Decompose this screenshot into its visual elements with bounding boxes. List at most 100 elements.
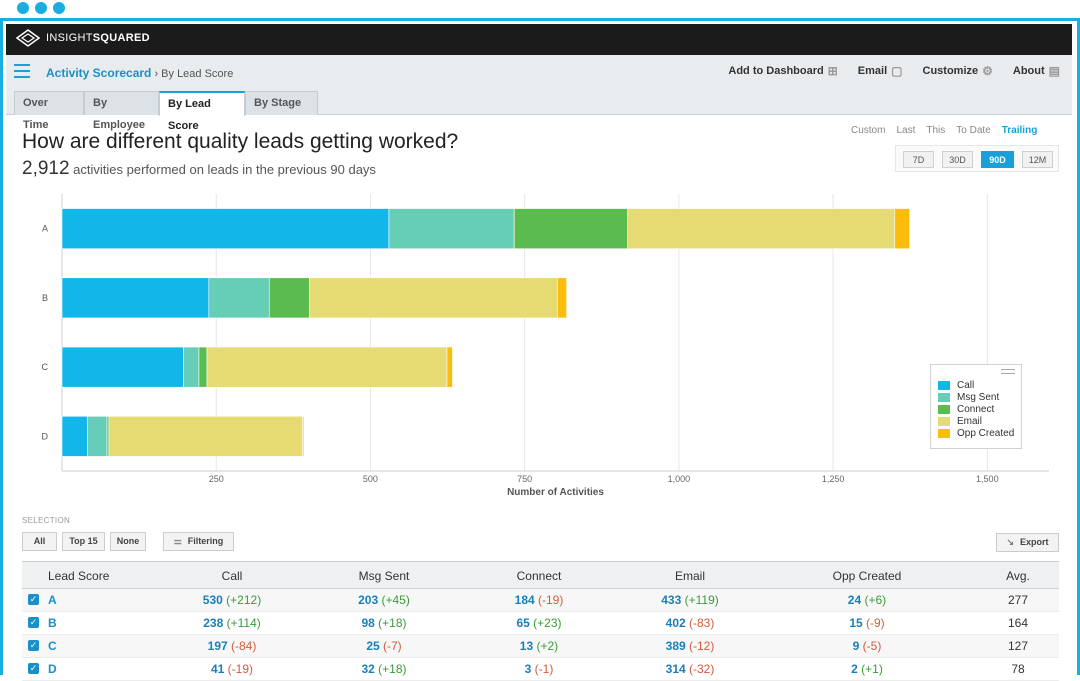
bar-segment-email[interactable]: [627, 208, 896, 250]
bar-segment-call[interactable]: [61, 346, 184, 388]
column-header-lead-score[interactable]: Lead Score: [48, 569, 110, 583]
cell-value[interactable]: 433: [661, 593, 682, 607]
range-mode-trailing[interactable]: Trailing: [1001, 125, 1038, 136]
select-none-button[interactable]: None: [110, 532, 146, 551]
cell-value[interactable]: 32: [361, 662, 375, 676]
bar-segment-call[interactable]: [61, 277, 210, 319]
bar-segment-call[interactable]: [61, 415, 88, 457]
bar-segment-msg-sent[interactable]: [388, 208, 515, 250]
cell-value[interactable]: 314: [665, 662, 686, 676]
cell-value[interactable]: 530: [202, 593, 223, 607]
range-mode-to-date[interactable]: To Date: [956, 125, 991, 136]
select-top-15-button[interactable]: Top 15: [62, 532, 105, 551]
legend-swatch-email: [938, 416, 950, 426]
menu-icon[interactable]: [14, 64, 30, 78]
column-header-call[interactable]: Call: [221, 569, 243, 583]
email-button[interactable]: Email ▢: [858, 64, 903, 78]
tab-by-lead-score[interactable]: By Lead Score: [159, 91, 245, 132]
window-dot-2[interactable]: [35, 2, 47, 14]
range-mode-this[interactable]: This: [926, 125, 946, 136]
bar-segment-opp-created[interactable]: [302, 415, 305, 457]
cell-value[interactable]: 15: [849, 616, 863, 630]
column-header-avg[interactable]: Avg.: [1006, 569, 1030, 583]
bar-segment-msg-sent[interactable]: [86, 415, 108, 457]
cell-value[interactable]: 203: [358, 593, 379, 607]
range-mode-custom[interactable]: Custom: [851, 125, 886, 136]
lead-score-label[interactable]: D: [48, 662, 57, 676]
cell-value[interactable]: 41: [210, 662, 225, 676]
lead-score-label[interactable]: C: [48, 639, 57, 653]
bar-segment-connect[interactable]: [198, 346, 208, 388]
cell-value[interactable]: 389: [665, 639, 686, 653]
cell-value[interactable]: 98: [361, 616, 375, 630]
row-checkbox[interactable]: ✓: [28, 640, 39, 651]
table-row[interactable]: ✓ C 197 (-84) 25 (-7) 13 (+2) 389 (-12) 9 (-5)…: [22, 635, 1059, 658]
cell-value[interactable]: 238: [203, 616, 224, 630]
brand-logo[interactable]: INSIGHTSQUARED: [16, 29, 150, 47]
cell-value[interactable]: 197: [207, 639, 228, 653]
row-checkbox[interactable]: ✓: [28, 663, 39, 674]
customize-button[interactable]: Customize ⚙: [923, 64, 993, 78]
tab-by-stage[interactable]: By Stage: [245, 91, 318, 115]
row-checkbox[interactable]: ✓: [28, 617, 39, 628]
tab-by-employee[interactable]: By Employee: [84, 91, 159, 131]
sub-header: Activity Scorecard › By Lead Score Add t…: [6, 55, 1072, 91]
legend-item-msg-sent[interactable]: Msg Sent: [938, 391, 1021, 403]
legend-drag-handle[interactable]: [1001, 369, 1015, 374]
cell-value[interactable]: 3: [524, 662, 532, 676]
lead-score-label[interactable]: B: [48, 616, 57, 630]
cell-value[interactable]: 2: [851, 662, 858, 676]
bar-segment-msg-sent[interactable]: [208, 277, 270, 319]
x-tick-label: 1,250: [822, 474, 845, 484]
column-header-msg-sent[interactable]: Msg Sent: [358, 569, 410, 583]
table-row[interactable]: ✓ D 41 (-19) 32 (+18) 3 (-1) 314 (-32) 2 (+1) 7…: [22, 658, 1059, 681]
bar-segment-opp-created[interactable]: [894, 208, 910, 250]
breadcrumb-main[interactable]: Activity Scorecard: [46, 66, 152, 80]
cell-value[interactable]: 24: [847, 593, 862, 607]
bar-segment-opp-created[interactable]: [557, 277, 567, 319]
legend-item-opp-created[interactable]: Opp Created: [938, 427, 1021, 439]
bar-segment-email[interactable]: [206, 346, 448, 388]
export-button[interactable]: ↘ Export: [996, 533, 1059, 552]
activity-count: 2,912: [22, 158, 70, 179]
add-to-dashboard-button[interactable]: Add to Dashboard ⊞: [728, 64, 837, 78]
legend-item-email[interactable]: Email: [938, 415, 1021, 427]
lead-score-label[interactable]: A: [48, 593, 57, 607]
bar-segment-email[interactable]: [108, 415, 303, 457]
about-button[interactable]: About ▤: [1013, 64, 1060, 78]
window-dot-3[interactable]: [53, 2, 65, 14]
cell-value[interactable]: 9: [852, 639, 860, 653]
table-row[interactable]: ✓ A 530 (+212) 203 (+45) 184 (-19) 433 (+119)…: [22, 589, 1059, 612]
bar-segment-connect[interactable]: [513, 208, 628, 250]
column-header-opp-created[interactable]: Opp Created: [832, 569, 902, 583]
range-30d-button[interactable]: 30D: [942, 151, 973, 168]
cell-value[interactable]: 184: [514, 593, 535, 607]
range-12m-button[interactable]: 12M: [1022, 151, 1053, 168]
filtering-button[interactable]: ⚌ Filtering: [163, 532, 234, 551]
tab-over-time[interactable]: Over Time: [14, 91, 84, 131]
row-average: 78: [1011, 662, 1025, 676]
range-mode-last[interactable]: Last: [896, 125, 916, 136]
table-row[interactable]: ✓ B 238 (+114) 98 (+18) 65 (+23) 402 (-83) 15 …: [22, 612, 1059, 635]
cell-value[interactable]: 65: [516, 616, 530, 630]
brand-suffix: SQUARED: [92, 32, 150, 44]
table-cell: 25 (-7): [324, 639, 444, 653]
bar-segment-msg-sent[interactable]: [183, 346, 200, 388]
window-dot-1[interactable]: [17, 2, 29, 14]
select-all-button[interactable]: All: [22, 532, 57, 551]
column-header-connect[interactable]: Connect: [516, 569, 562, 583]
bar-segment-opp-created[interactable]: [446, 346, 453, 388]
bar-segment-connect[interactable]: [268, 277, 310, 319]
cell-change: (+212): [226, 593, 262, 607]
column-header-email[interactable]: Email: [674, 569, 705, 583]
cell-value[interactable]: 25: [366, 639, 380, 653]
range-7d-button[interactable]: 7D: [903, 151, 934, 168]
cell-value[interactable]: 402: [665, 616, 686, 630]
bar-segment-email[interactable]: [309, 277, 558, 319]
range-90d-button[interactable]: 90D: [981, 151, 1014, 168]
bar-segment-call[interactable]: [61, 208, 390, 250]
row-checkbox[interactable]: ✓: [28, 594, 39, 605]
cell-value[interactable]: 13: [519, 639, 534, 653]
legend-item-call[interactable]: Call: [938, 379, 1021, 391]
legend-item-connect[interactable]: Connect: [938, 403, 1021, 415]
